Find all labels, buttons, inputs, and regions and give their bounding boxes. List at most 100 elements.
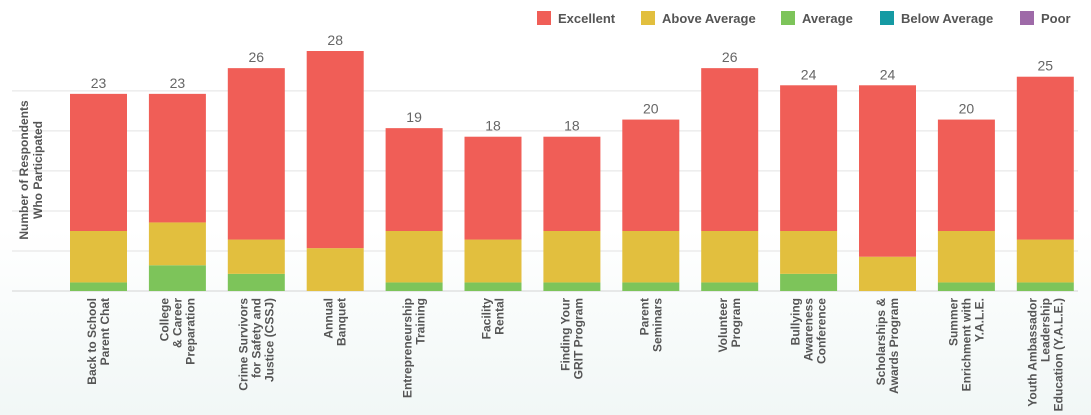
legend-label-below-average: Below Average bbox=[901, 11, 993, 26]
bar-segment-excellent bbox=[1016, 76, 1074, 240]
y-axis-label: Number of RespondentsWho Participated bbox=[17, 100, 45, 240]
category-label-line: Training bbox=[414, 298, 428, 345]
category-labels: Back to SchoolParent Chat College& Career… bbox=[85, 298, 1065, 412]
legend-label-poor: Poor bbox=[1041, 11, 1071, 26]
legend-swatch-below-average bbox=[880, 11, 894, 25]
bar-segment-average bbox=[701, 282, 759, 291]
bar-segment-above-average bbox=[227, 239, 285, 274]
category-label-line: Entrepreneurship bbox=[401, 298, 415, 398]
category-label-line: College bbox=[157, 298, 171, 342]
y-axis-label-line: Number of Respondents bbox=[17, 100, 31, 240]
bar-segment-excellent bbox=[464, 136, 522, 240]
legend-swatch-poor bbox=[1020, 11, 1034, 25]
legend-label-excellent: Excellent bbox=[558, 11, 616, 26]
legend-swatch-excellent bbox=[537, 11, 551, 25]
bar-segment-excellent bbox=[148, 93, 206, 223]
total-labels: 23 23 26 28 19 18 18 20 26 24 24 20 25 bbox=[91, 32, 1054, 134]
bar-segment-excellent bbox=[385, 128, 443, 231]
bar-segment-average bbox=[780, 273, 838, 291]
category-label-line: Justice (CSSJ) bbox=[262, 298, 276, 382]
total-label: 20 bbox=[643, 101, 659, 117]
total-label: 23 bbox=[170, 75, 186, 91]
category-label-line: Bullying bbox=[789, 298, 803, 345]
bar-segment-excellent bbox=[701, 68, 759, 232]
bar-segment-average bbox=[385, 282, 443, 291]
total-label: 25 bbox=[1038, 58, 1054, 74]
bar-segment-average bbox=[464, 282, 522, 291]
total-label: 20 bbox=[959, 101, 975, 117]
total-label: 26 bbox=[722, 49, 738, 65]
category-label-line: Annual bbox=[322, 298, 336, 339]
category-label-line: Youth Ambassador bbox=[1025, 298, 1039, 407]
category-label-line: Enrichment with bbox=[959, 298, 973, 391]
category-label: FacilityRental bbox=[480, 298, 507, 340]
total-label: 23 bbox=[91, 75, 107, 91]
total-label: 24 bbox=[801, 66, 817, 82]
bar-segment-above-average bbox=[543, 231, 601, 283]
category-label: BullyingAwarenessConference bbox=[789, 298, 829, 364]
bar-segment-above-average bbox=[622, 231, 680, 283]
bar-segment-above-average bbox=[937, 231, 995, 283]
category-label-line: Facility bbox=[480, 298, 494, 340]
category-label-line: for Safety and bbox=[249, 298, 263, 378]
bar-segment-average bbox=[543, 282, 601, 291]
legend-swatch-above-average bbox=[641, 11, 655, 25]
category-label: Scholarships &Awards Program bbox=[874, 298, 901, 394]
bar-segment-average bbox=[622, 282, 680, 291]
category-label: Back to SchoolParent Chat bbox=[85, 298, 112, 385]
bar-segment-excellent bbox=[937, 119, 995, 231]
bar-segment-excellent bbox=[70, 93, 127, 231]
category-label-line: Volunteer bbox=[716, 298, 730, 353]
category-label-line: Leadership bbox=[1038, 298, 1052, 362]
bar-segment-above-average bbox=[701, 231, 759, 283]
category-label: EntrepreneurshipTraining bbox=[401, 298, 428, 398]
total-label: 26 bbox=[249, 49, 265, 65]
category-label-line: Awareness bbox=[802, 298, 816, 361]
bar-segment-above-average bbox=[70, 231, 127, 283]
category-label-line: Crime Survivors bbox=[236, 298, 250, 391]
category-label-line: Summer bbox=[946, 298, 960, 346]
total-label: 28 bbox=[327, 32, 343, 48]
category-label-line: Preparation bbox=[183, 298, 197, 365]
category-label-line: Finding Your bbox=[558, 298, 572, 371]
category-label: Crime Survivorsfor Safety andJustice (CS… bbox=[236, 298, 276, 391]
bar-segment-excellent bbox=[622, 119, 680, 231]
legend-label-average: Average bbox=[802, 11, 853, 26]
category-label: AnnualBanquet bbox=[322, 298, 349, 346]
category-label-line: GRIT Program bbox=[571, 298, 585, 379]
category-label: Finding YourGRIT Program bbox=[558, 298, 585, 380]
category-label-line: Parent bbox=[637, 298, 651, 335]
category-label-line: Banquet bbox=[335, 298, 349, 346]
bar-segment-excellent bbox=[543, 136, 601, 231]
legend-label-above-average: Above Average bbox=[662, 11, 756, 26]
bar-segment-excellent bbox=[306, 51, 364, 249]
category-label: College& CareerPreparation bbox=[157, 298, 197, 365]
category-label-line: Back to School bbox=[85, 298, 99, 385]
category-label-line: Scholarships & bbox=[874, 298, 888, 386]
total-label: 18 bbox=[564, 118, 580, 134]
category-label-line: Parent Chat bbox=[98, 298, 112, 365]
bar-segment-excellent bbox=[859, 85, 916, 257]
bar-segment-above-average bbox=[385, 231, 443, 283]
bar-segment-above-average bbox=[464, 239, 522, 283]
category-label-line: & Career bbox=[170, 298, 184, 348]
total-label: 18 bbox=[485, 118, 501, 134]
category-label: VolunteerProgram bbox=[716, 298, 743, 353]
bar-segment-excellent bbox=[780, 85, 838, 232]
bar-segment-average bbox=[70, 282, 127, 291]
bar-segment-above-average bbox=[780, 231, 838, 274]
bar-segment-excellent bbox=[227, 68, 285, 240]
category-label-line: Seminars bbox=[650, 298, 664, 352]
bar-segment-above-average bbox=[148, 222, 206, 266]
bar-segment-above-average bbox=[306, 248, 364, 291]
category-label-line: Program bbox=[729, 298, 743, 347]
legend: Excellent Above Average Average Below Avera… bbox=[537, 11, 1071, 26]
total-label: 19 bbox=[406, 109, 422, 125]
bar-segment-average bbox=[227, 273, 285, 291]
category-label-line: Education (Y.A.L.E.) bbox=[1051, 298, 1065, 411]
bar-segment-above-average bbox=[859, 256, 916, 291]
category-label: SummerEnrichment withY.A.L.E. bbox=[946, 298, 986, 392]
category-label-line: Rental bbox=[493, 298, 507, 335]
category-label-line: Y.A.L.E. bbox=[972, 298, 986, 342]
